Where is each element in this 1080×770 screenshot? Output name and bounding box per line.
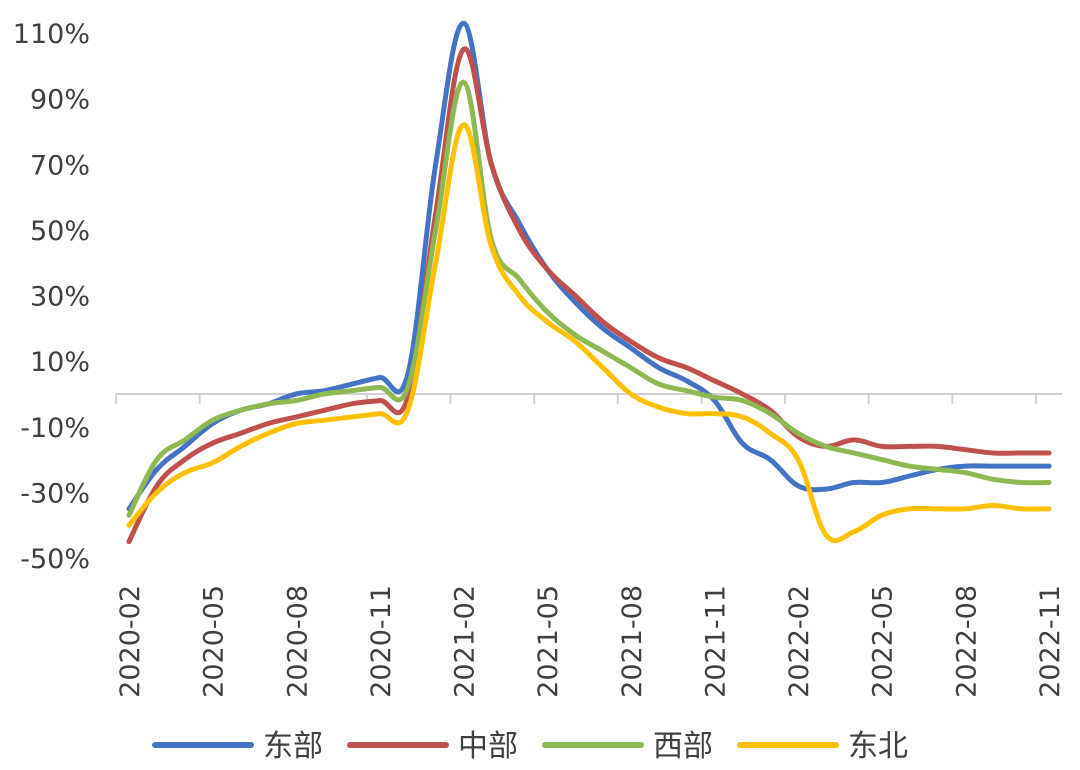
legend-label: 东部: [263, 729, 323, 764]
y-tick-label: 110%: [13, 19, 90, 50]
y-tick-label: 90%: [30, 85, 90, 116]
x-tick-label: 2021-11: [700, 585, 731, 698]
y-tick-label: -10%: [20, 413, 90, 444]
series-line-1: [126, 46, 1052, 545]
x-tick-label: 2020-11: [366, 585, 397, 698]
series-line-3: [126, 122, 1052, 544]
legend-label: 东北: [848, 729, 908, 764]
x-tick-label: 2020-05: [199, 585, 230, 698]
x-tick-label: 2022-02: [784, 585, 815, 698]
x-tick-label: 2020-02: [115, 585, 146, 698]
y-tick-label: -30%: [20, 478, 90, 509]
x-axis-tick-marks: [115, 393, 1037, 404]
x-tick-label: 2020-08: [282, 585, 313, 698]
x-tick-label: 2021-02: [450, 585, 481, 698]
x-axis-tick-labels: 2020-02 2020-05 2020-08 2020-11 2021-02 2021-…: [115, 585, 1066, 698]
x-tick-label: 2022-08: [951, 585, 982, 698]
x-tick-label: 2022-05: [868, 585, 899, 698]
y-tick-label: 70%: [30, 150, 90, 181]
y-tick-label: 30%: [30, 282, 90, 313]
series-line-0: [126, 20, 1052, 512]
legend-label: 西部: [653, 729, 713, 764]
y-tick-label: 10%: [30, 347, 90, 378]
legend-label: 中部: [458, 729, 518, 764]
x-tick-label: 2022-11: [1035, 585, 1066, 698]
x-tick-label: 2021-05: [533, 585, 564, 698]
y-axis-tick-labels: 110% 90% 70% 50% 30% 10% -10% -30% -50%: [13, 19, 90, 575]
y-tick-label: 50%: [30, 216, 90, 247]
x-tick-label: 2021-08: [617, 585, 648, 698]
series-lines: [126, 20, 1052, 545]
legend: 东部 中部 西部 东北: [152, 729, 908, 764]
y-tick-label: -50%: [20, 544, 90, 575]
series-line-2: [126, 79, 1052, 518]
